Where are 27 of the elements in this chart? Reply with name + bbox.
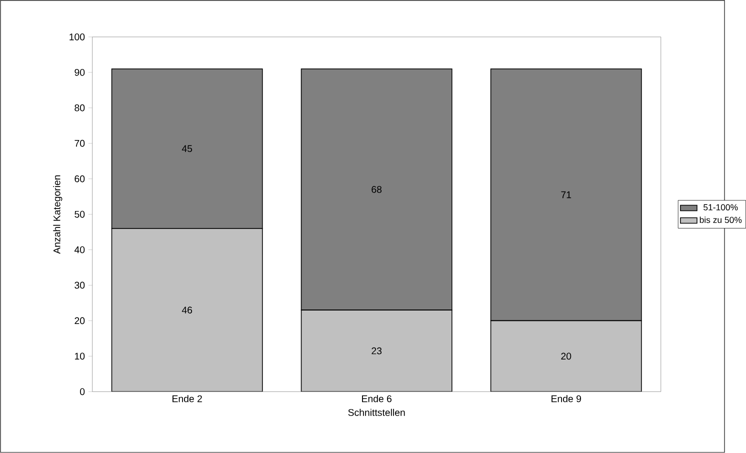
- y-tick-label: 50: [74, 210, 85, 218]
- y-tick-label: 60: [74, 175, 85, 182]
- x-tick-label: Ende 6: [362, 395, 392, 402]
- data-label: 71: [561, 192, 572, 198]
- y-tick-label: 10: [74, 352, 85, 360]
- y-axis-title: Anzahl Kategorien: [53, 175, 62, 254]
- y-tick-label: 40: [74, 246, 85, 254]
- y-tick-label: 0: [80, 388, 85, 396]
- bar: [111, 228, 263, 392]
- y-tick-label: 30: [74, 282, 85, 289]
- y-tick-label: 70: [74, 140, 85, 147]
- legend-label: bis zu 50%: [700, 216, 742, 224]
- data-label: 46: [182, 306, 192, 314]
- data-label: 23: [372, 347, 382, 354]
- data-label: 45: [182, 145, 192, 152]
- y-tick-label: 90: [74, 69, 85, 76]
- x-axis-title: Schnittstellen: [348, 408, 405, 416]
- x-tick-label: Ende 9: [552, 395, 581, 402]
- data-label: 68: [372, 186, 382, 193]
- legend-label: 51-100%: [704, 204, 738, 210]
- bar: [490, 320, 642, 392]
- y-tick-label: 80: [74, 104, 85, 112]
- y-tick-label: 100: [70, 34, 85, 40]
- data-label: 20: [561, 352, 572, 360]
- y-tick-label: 20: [74, 317, 85, 324]
- bar: [301, 310, 452, 392]
- x-tick-label: Ende 2: [172, 395, 202, 402]
